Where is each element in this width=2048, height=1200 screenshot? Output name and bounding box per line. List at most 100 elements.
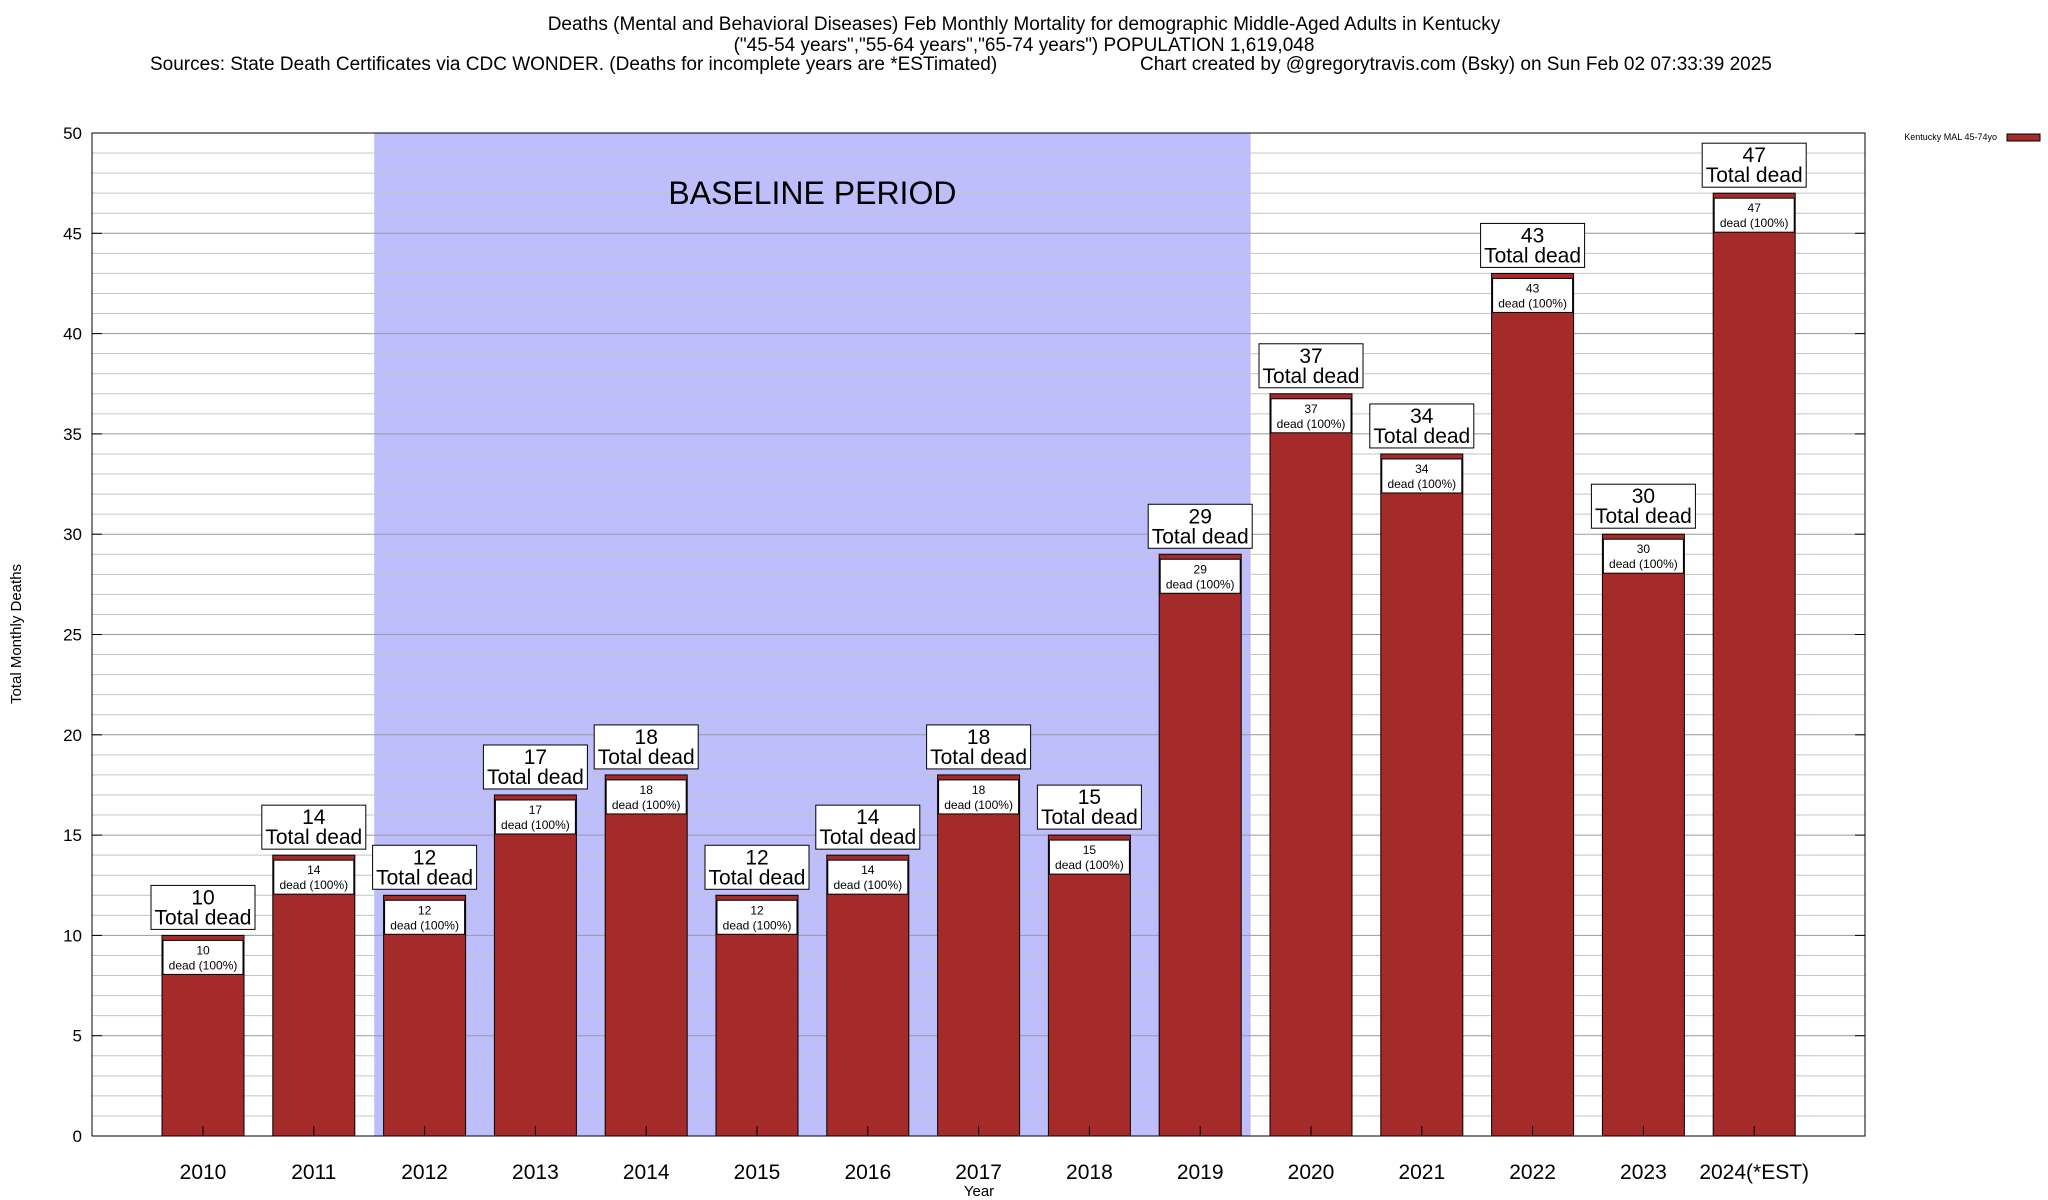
- bar-inner-label-box: [827, 859, 909, 895]
- x-tick-label: 2010: [180, 1161, 227, 1184]
- bar-inner-value: 47: [1748, 201, 1762, 215]
- bar-total-value: 37: [1299, 345, 1322, 368]
- bar-total-label: Total dead: [598, 746, 695, 769]
- bar-total-value: 15: [1078, 786, 1101, 809]
- x-tick-label: 2022: [1509, 1161, 1556, 1184]
- bar-total-label: Total dead: [1595, 505, 1692, 528]
- bar-inner-value: 30: [1637, 542, 1651, 556]
- bar-inner-value: 34: [1415, 462, 1429, 476]
- x-tick-label: 2023: [1620, 1161, 1667, 1184]
- bar: [937, 774, 1021, 1137]
- bar-total-value: 43: [1521, 224, 1544, 247]
- bar-total-label-box: [1701, 142, 1807, 188]
- bar-total-label-box: [815, 804, 921, 850]
- x-tick-label: 2013: [512, 1161, 559, 1184]
- chart-title-block: Deaths (Mental and Behavioral Diseases) …: [0, 14, 2048, 56]
- x-axis-title: Year: [964, 1183, 994, 1200]
- bar-inner-value: 14: [861, 863, 875, 877]
- bar-inner-label-box: [1270, 398, 1352, 434]
- y-tick-label: 25: [63, 626, 82, 645]
- x-tick-label: 2020: [1288, 1161, 1335, 1184]
- bar-inner-label: dead (100%): [279, 878, 348, 892]
- bar-inner-value: 15: [1083, 843, 1097, 857]
- chart-title: Deaths (Mental and Behavioral Diseases) …: [547, 14, 1501, 35]
- bar-inner-value: 43: [1526, 281, 1540, 295]
- bar: [1491, 272, 1575, 1137]
- bar: [1269, 393, 1353, 1137]
- bar-total-label: Total dead: [819, 826, 916, 849]
- bar-inner-label: dead (100%): [1055, 858, 1124, 872]
- bar-inner-value: 29: [1194, 562, 1208, 576]
- x-tick-label: 2012: [401, 1161, 448, 1184]
- x-tick-label: 2019: [1177, 1161, 1224, 1184]
- x-tick-label: 2018: [1066, 1161, 1113, 1184]
- bar: [826, 854, 910, 1137]
- bar-total-label-box: [261, 804, 367, 850]
- bar-inner-value: 12: [418, 903, 432, 917]
- bar-total-label-box: [1258, 343, 1364, 389]
- baseline-period-label: BASELINE PERIOD: [668, 175, 956, 211]
- y-tick-label: 15: [63, 826, 82, 845]
- bar: [1380, 453, 1464, 1137]
- bar-total-label: Total dead: [1152, 525, 1249, 548]
- y-tick-label: 0: [73, 1127, 82, 1146]
- bar-inner-label: dead (100%): [723, 918, 792, 932]
- bar-total-label: Total dead: [1484, 244, 1581, 267]
- bar: [604, 774, 688, 1137]
- bar-inner-label: dead (100%): [390, 918, 459, 932]
- x-tick-label: 2017: [955, 1161, 1002, 1184]
- bar-total-label-box: [150, 884, 256, 930]
- bar-total-value: 14: [856, 806, 880, 829]
- bar-total-value: 12: [745, 846, 768, 869]
- bar-total-label: Total dead: [376, 866, 473, 889]
- y-tick-label: 50: [63, 124, 82, 143]
- x-tick-label: 2011: [291, 1161, 336, 1184]
- bar-total-label-box: [926, 724, 1032, 770]
- bar-inner-value: 37: [1304, 402, 1318, 416]
- legend-label: Kentucky MAL 45-74yo: [1904, 132, 1997, 142]
- bar-inner-label: dead (100%): [1166, 577, 1235, 591]
- x-tick-label: 2016: [844, 1161, 891, 1184]
- bar-inner-value: 12: [750, 903, 764, 917]
- legend-swatch: [2006, 133, 2041, 142]
- bar-total-value: 12: [413, 846, 436, 869]
- bar-inner-value: 17: [529, 803, 543, 817]
- bar: [1601, 533, 1685, 1137]
- bar-total-label-box: [1036, 784, 1142, 830]
- bar-total-label: Total dead: [709, 866, 806, 889]
- bar-total-label: Total dead: [1041, 806, 1138, 829]
- bar-total-label: Total dead: [487, 766, 584, 789]
- bar-total-label-box: [704, 844, 810, 890]
- bar-total-value: 14: [302, 806, 326, 829]
- bar-inner-label-box: [938, 779, 1020, 815]
- bar-inner-label-box: [716, 899, 798, 935]
- y-axis-title: Total Monthly Deaths: [8, 564, 25, 704]
- bar-inner-label: dead (100%): [169, 958, 238, 972]
- bar-inner-value: 10: [196, 943, 210, 957]
- x-tick-label: 2014: [623, 1161, 670, 1184]
- bar-inner-label: dead (100%): [1609, 557, 1678, 571]
- bar-total-value: 17: [524, 746, 547, 769]
- bar-total-label: Total dead: [1263, 365, 1360, 388]
- y-tick-label: 10: [63, 926, 82, 945]
- bar: [272, 854, 356, 1137]
- bar-total-label: Total dead: [1706, 164, 1803, 187]
- chart-sources: Sources: State Death Certificates via CD…: [150, 54, 998, 75]
- bar-inner-label: dead (100%): [1498, 296, 1567, 310]
- bar-inner-label-box: [384, 899, 466, 935]
- bar-total-label-box: [1480, 222, 1586, 268]
- bar-inner-label-box: [494, 799, 576, 835]
- bar-inner-label: dead (100%): [1720, 216, 1789, 230]
- y-tick-label: 20: [63, 726, 82, 745]
- bar-total-label-box: [1369, 403, 1475, 449]
- bar-inner-label: dead (100%): [1277, 417, 1346, 431]
- bar-inner-label-box: [1713, 197, 1795, 233]
- bar-total-label-box: [593, 724, 699, 770]
- bar-total-value: 29: [1189, 505, 1212, 528]
- bar-inner-label: dead (100%): [1387, 477, 1456, 491]
- bar-inner-value: 18: [640, 783, 654, 797]
- bar-inner-label-box: [273, 859, 355, 895]
- bar-total-value: 30: [1632, 485, 1655, 508]
- bar-total-value: 18: [635, 726, 658, 749]
- bar-total-label-box: [1590, 483, 1696, 529]
